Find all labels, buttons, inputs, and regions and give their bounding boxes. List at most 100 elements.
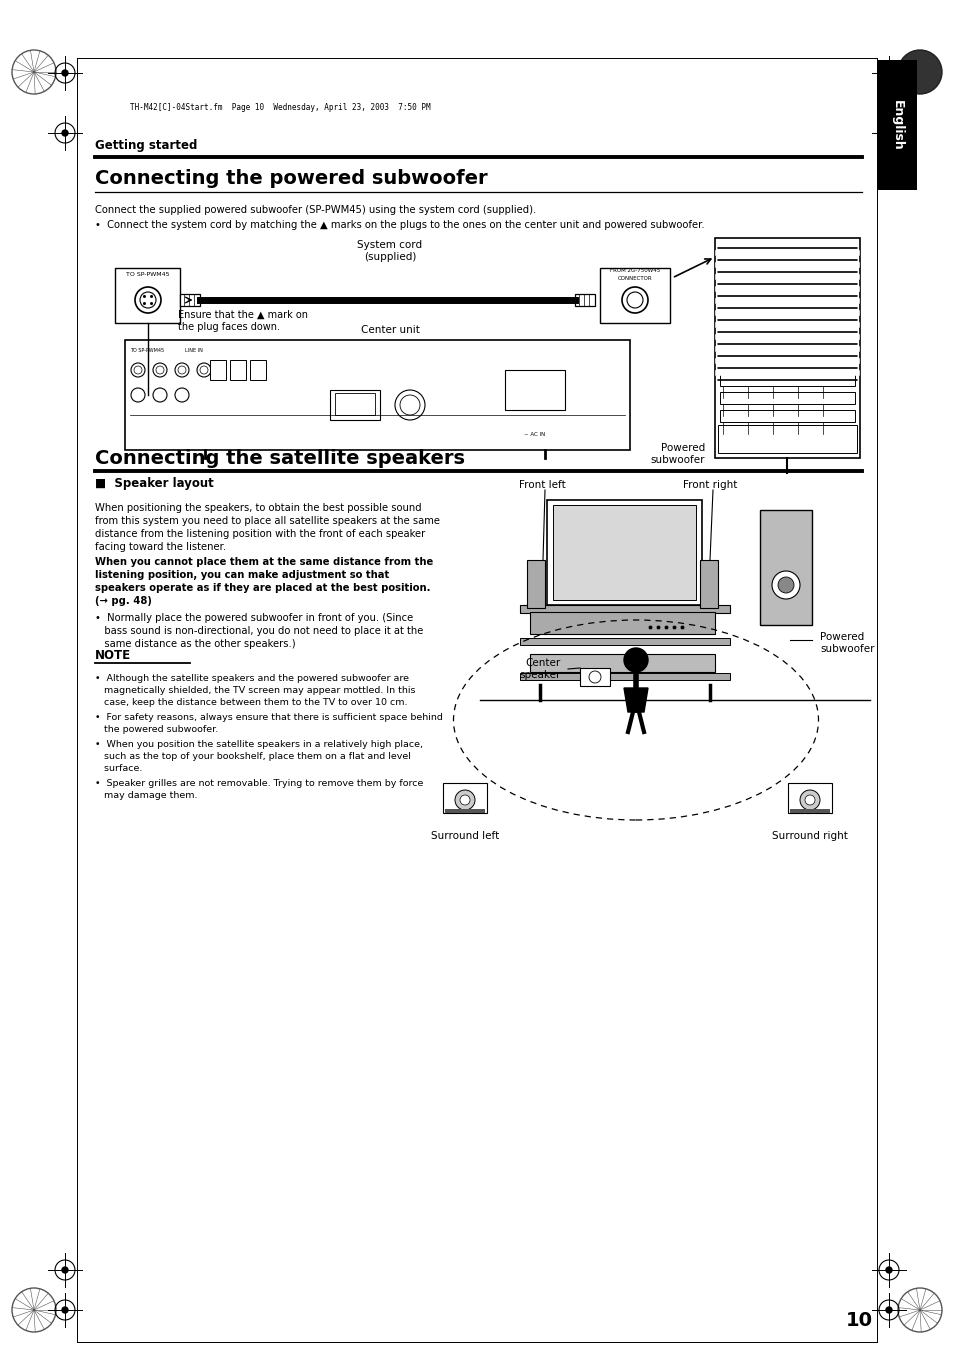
- Text: distance from the listening position with the front of each speaker: distance from the listening position wit…: [95, 530, 425, 539]
- Bar: [789, 809, 829, 813]
- Text: surface.: surface.: [95, 765, 142, 773]
- Text: magnetically shielded, the TV screen may appear mottled. In this: magnetically shielded, the TV screen may…: [95, 686, 416, 694]
- Bar: [519, 673, 729, 680]
- Bar: [444, 809, 484, 813]
- Text: Getting started: Getting started: [95, 139, 197, 153]
- Text: Powered
subwoofer: Powered subwoofer: [820, 632, 874, 654]
- Circle shape: [885, 130, 891, 136]
- Text: speakers operate as if they are placed at the best position.: speakers operate as if they are placed a…: [95, 584, 430, 593]
- Text: •  For safety reasons, always ensure that there is sufficient space behind: • For safety reasons, always ensure that…: [95, 713, 442, 721]
- Text: the powered subwoofer.: the powered subwoofer.: [95, 725, 218, 734]
- Text: Connecting the powered subwoofer: Connecting the powered subwoofer: [95, 169, 487, 188]
- Text: 10: 10: [845, 1310, 872, 1329]
- Circle shape: [778, 577, 793, 593]
- Bar: [115, 267, 180, 323]
- Text: bass sound is non-directional, you do not need to place it at the: bass sound is non-directional, you do no…: [95, 626, 423, 636]
- Text: Center unit: Center unit: [360, 326, 419, 335]
- Text: Front left: Front left: [518, 480, 565, 490]
- Text: Powered
subwoofer: Powered subwoofer: [650, 443, 704, 465]
- Bar: [504, 370, 564, 409]
- Text: When you cannot place them at the same distance from the: When you cannot place them at the same d…: [95, 557, 433, 567]
- Circle shape: [623, 648, 647, 671]
- Circle shape: [459, 794, 470, 805]
- Text: •  Connect the system cord by matching the ▲ marks on the plugs to the ones on t: • Connect the system cord by matching th…: [95, 220, 704, 230]
- Bar: [720, 374, 854, 386]
- Bar: [546, 500, 701, 605]
- Text: Connect the supplied powered subwoofer (SP-PWM45) using the system cord (supplie: Connect the supplied powered subwoofer (…: [95, 205, 536, 215]
- Circle shape: [62, 130, 68, 136]
- Circle shape: [885, 1267, 891, 1273]
- Text: (→ pg. 48): (→ pg. 48): [95, 596, 152, 607]
- Bar: [330, 390, 379, 420]
- Bar: [335, 393, 375, 415]
- Text: facing toward the listener.: facing toward the listener.: [95, 542, 226, 553]
- Circle shape: [150, 295, 152, 299]
- Bar: [519, 638, 729, 644]
- Text: When positioning the speakers, to obtain the best possible sound: When positioning the speakers, to obtain…: [95, 503, 421, 513]
- Bar: [575, 295, 595, 305]
- Bar: [718, 426, 856, 453]
- Text: NOTE: NOTE: [95, 648, 131, 662]
- Bar: [714, 238, 859, 458]
- Bar: [210, 359, 226, 380]
- Text: TH-M42[C]-04Start.fm  Page 10  Wednesday, April 23, 2003  7:50 PM: TH-M42[C]-04Start.fm Page 10 Wednesday, …: [130, 104, 430, 112]
- Bar: [530, 612, 714, 634]
- Bar: [876, 59, 916, 190]
- Text: •  Although the satellite speakers and the powered subwoofer are: • Although the satellite speakers and th…: [95, 674, 409, 684]
- Bar: [579, 667, 609, 686]
- Text: may damage them.: may damage them.: [95, 790, 197, 800]
- Text: TO SP-PWM45: TO SP-PWM45: [130, 349, 164, 353]
- Bar: [519, 605, 729, 613]
- Circle shape: [143, 295, 146, 299]
- Circle shape: [897, 50, 941, 95]
- Circle shape: [588, 671, 600, 684]
- Text: CONNECTOR: CONNECTOR: [617, 276, 652, 281]
- Text: •  Normally place the powered subwoofer in front of you. (Since: • Normally place the powered subwoofer i…: [95, 613, 413, 623]
- Text: Ensure that the ▲ mark on
the plug faces down.: Ensure that the ▲ mark on the plug faces…: [178, 309, 308, 331]
- Bar: [230, 359, 246, 380]
- Bar: [526, 561, 544, 608]
- Bar: [530, 654, 714, 671]
- Circle shape: [143, 303, 146, 305]
- Bar: [125, 340, 629, 450]
- Text: from this system you need to place all satellite speakers at the same: from this system you need to place all s…: [95, 516, 439, 526]
- Text: LINE IN: LINE IN: [185, 349, 203, 353]
- Text: •  Speaker grilles are not removable. Trying to remove them by force: • Speaker grilles are not removable. Try…: [95, 780, 423, 788]
- Bar: [700, 561, 718, 608]
- Bar: [720, 409, 854, 422]
- Bar: [599, 267, 669, 323]
- Circle shape: [455, 790, 475, 811]
- Bar: [442, 784, 486, 813]
- Text: ■  Speaker layout: ■ Speaker layout: [95, 477, 213, 490]
- Circle shape: [150, 303, 152, 305]
- Bar: [787, 784, 831, 813]
- Text: •  When you position the satellite speakers in a relatively high place,: • When you position the satellite speake…: [95, 740, 422, 748]
- Text: English: English: [889, 100, 902, 150]
- Text: case, keep the distance between them to the TV to over 10 cm.: case, keep the distance between them to …: [95, 698, 407, 707]
- Bar: [553, 505, 696, 600]
- Circle shape: [62, 1267, 68, 1273]
- Text: Surround right: Surround right: [771, 831, 847, 842]
- Text: ~ AC IN: ~ AC IN: [524, 432, 545, 438]
- Text: Center
speaker: Center speaker: [519, 658, 560, 680]
- Circle shape: [771, 571, 800, 598]
- Text: listening position, you can make adjustment so that: listening position, you can make adjustm…: [95, 570, 389, 580]
- Bar: [760, 509, 811, 626]
- Circle shape: [62, 1306, 68, 1313]
- Circle shape: [885, 1306, 891, 1313]
- Text: TO SP-PWM45: TO SP-PWM45: [126, 273, 170, 277]
- Text: FROM 2G-750W45: FROM 2G-750W45: [609, 269, 659, 273]
- Text: same distance as the other speakers.): same distance as the other speakers.): [95, 639, 295, 648]
- Text: Front right: Front right: [682, 480, 737, 490]
- Polygon shape: [623, 688, 647, 712]
- Circle shape: [885, 70, 891, 76]
- Bar: [250, 359, 266, 380]
- Text: Connecting the satellite speakers: Connecting the satellite speakers: [95, 449, 464, 467]
- Text: System cord
(supplied): System cord (supplied): [357, 240, 422, 262]
- Text: Surround left: Surround left: [431, 831, 498, 842]
- Circle shape: [800, 790, 820, 811]
- Bar: [720, 392, 854, 404]
- Bar: [180, 295, 200, 305]
- Circle shape: [62, 70, 68, 76]
- Text: such as the top of your bookshelf, place them on a flat and level: such as the top of your bookshelf, place…: [95, 753, 411, 761]
